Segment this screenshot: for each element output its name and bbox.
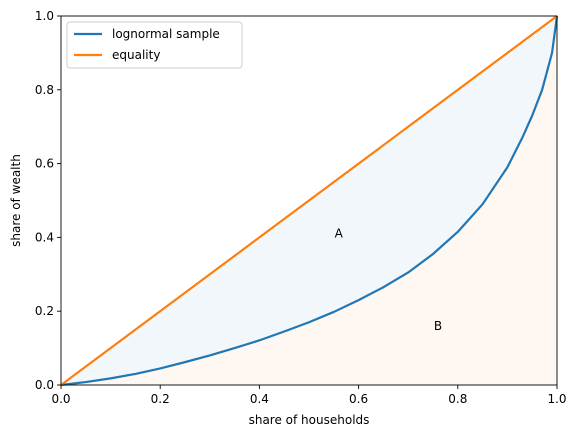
- legend-label-lognormal: lognormal sample: [112, 27, 220, 41]
- y-tick-label: 1.0: [35, 9, 54, 23]
- series-lines: [60, 15, 559, 387]
- x-tick-label: 0.2: [151, 392, 170, 406]
- series-line-lognormal: [60, 15, 559, 387]
- x-tick-label: 0.4: [250, 392, 269, 406]
- y-tick-label: 0.4: [35, 230, 54, 244]
- y-tick-label: 0.6: [35, 157, 54, 171]
- plot-frame: [60, 15, 558, 386]
- x-tick-label: 1.0: [547, 392, 566, 406]
- x-tick-label: 0.8: [448, 392, 467, 406]
- x-tick-label: 0.6: [349, 392, 368, 406]
- y-axis-label: share of wealth: [9, 154, 23, 247]
- legend: lognormal sample equality: [66, 21, 243, 69]
- fill-area-b: [61, 16, 557, 385]
- x-axis-label: share of households: [249, 413, 370, 427]
- legend-box: [66, 21, 243, 69]
- y-tick-label: 0.8: [35, 83, 54, 97]
- annotation-a: A: [335, 227, 344, 241]
- annotation-b: B: [434, 319, 442, 333]
- legend-label-equality: equality: [112, 48, 160, 62]
- x-tick-label: 0.0: [51, 392, 70, 406]
- y-tick-label: 0.2: [35, 304, 54, 318]
- x-axis-ticks: 0.0 0.2 0.4 0.6 0.8 1.0: [51, 385, 567, 406]
- annotations: AB: [335, 227, 442, 333]
- y-tick-label: 0.0: [35, 378, 54, 392]
- y-axis-ticks: 0.0 0.2 0.4 0.6 0.8 1.0: [35, 9, 61, 392]
- series-line-equality: [60, 15, 558, 386]
